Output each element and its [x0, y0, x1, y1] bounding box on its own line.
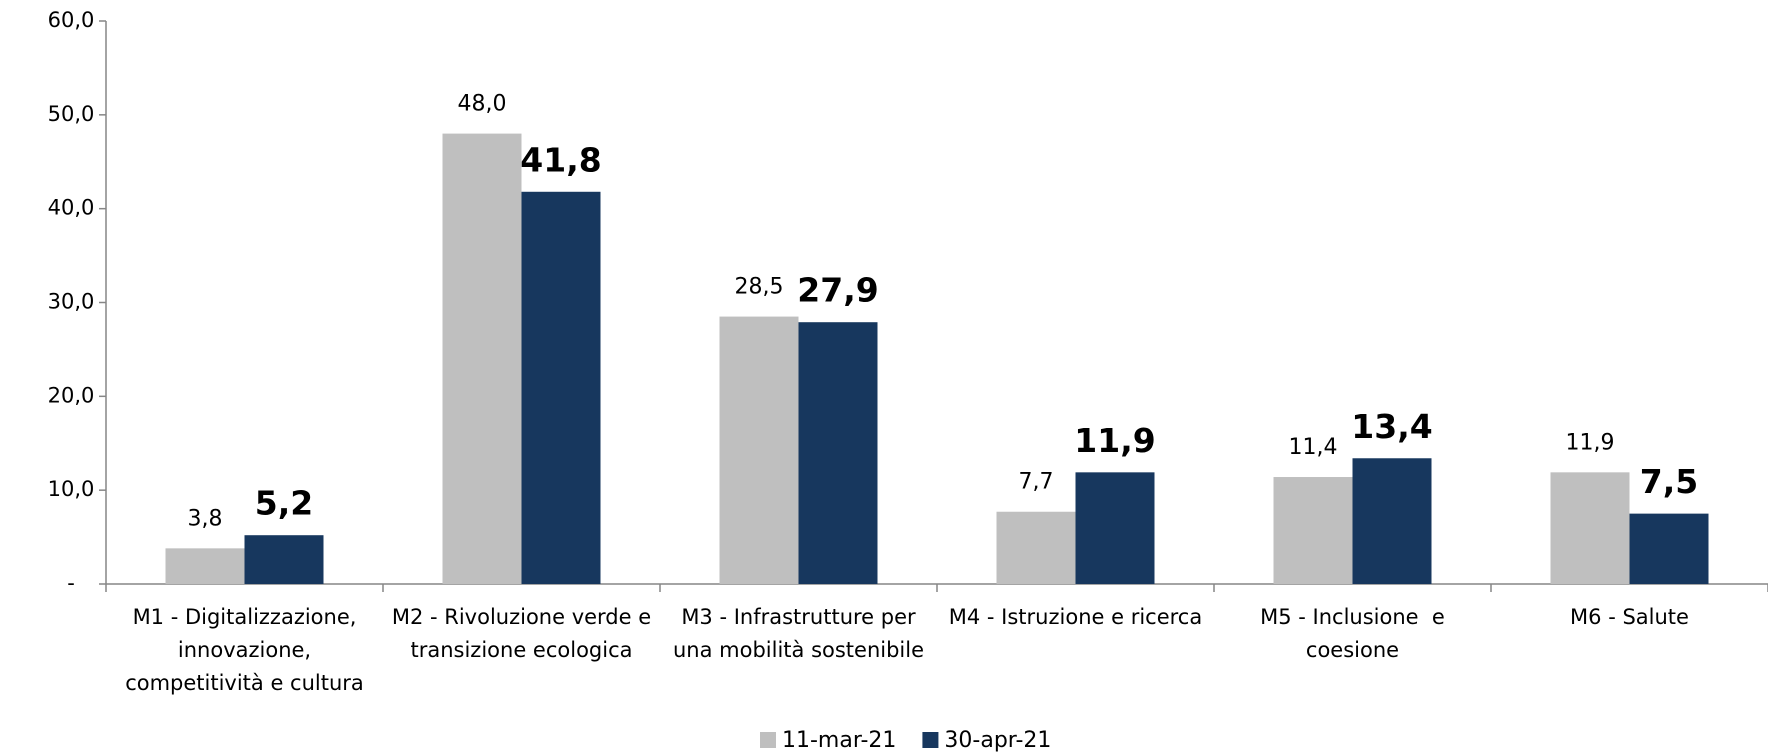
y-tick-label: -: [67, 571, 75, 595]
value-label: 7,5: [1640, 462, 1698, 501]
y-tick-label: 10,0: [48, 477, 95, 501]
value-label: 41,8: [520, 140, 601, 179]
x-tick-label: M5 - Inclusione e coesione: [1260, 605, 1452, 662]
legend-label: 30-apr-21: [944, 728, 1051, 752]
bar: [719, 316, 799, 584]
x-tick-label: M6 - Salute: [1570, 605, 1689, 629]
value-label: 11,9: [1074, 421, 1155, 460]
bar: [244, 535, 324, 584]
value-label: 28,5: [735, 275, 784, 300]
value-label: 27,9: [797, 271, 878, 310]
value-label: 7,7: [1019, 470, 1054, 495]
legend-swatch: [922, 732, 939, 748]
bar: [1629, 513, 1709, 584]
bar: [1352, 458, 1432, 584]
x-tick-label: M3 - Infrastrutture per una mobilità sos…: [672, 605, 925, 662]
value-label: 13,4: [1351, 407, 1432, 446]
bar: [1273, 477, 1353, 584]
value-label: 11,4: [1289, 435, 1338, 460]
y-tick-label: 20,0: [48, 383, 95, 407]
x-tick-label: M2 - Rivoluzione verde e transizione eco…: [391, 605, 658, 662]
x-tick-label: M1 - Digitalizzazione, innovazione, comp…: [125, 605, 364, 695]
x-tick-label: M4 - Istruzione e ricerca: [948, 605, 1203, 629]
legend-label: 11-mar-21: [782, 728, 896, 752]
y-tick-label: 40,0: [48, 196, 95, 220]
y-tick-label: 50,0: [48, 102, 95, 126]
bar: [1075, 472, 1155, 584]
value-label: 5,2: [255, 484, 313, 523]
legend-swatch: [760, 732, 776, 748]
value-label: 3,8: [188, 506, 223, 531]
value-label: 48,0: [458, 92, 507, 117]
bar: [1550, 472, 1630, 584]
bar: [165, 548, 245, 584]
bar: [798, 322, 878, 584]
bar: [996, 511, 1076, 584]
bar: [521, 191, 601, 584]
y-tick-label: 30,0: [48, 290, 95, 314]
bar: [442, 133, 522, 584]
value-label: 11,9: [1566, 430, 1615, 455]
y-tick-label: 60,0: [48, 8, 95, 32]
